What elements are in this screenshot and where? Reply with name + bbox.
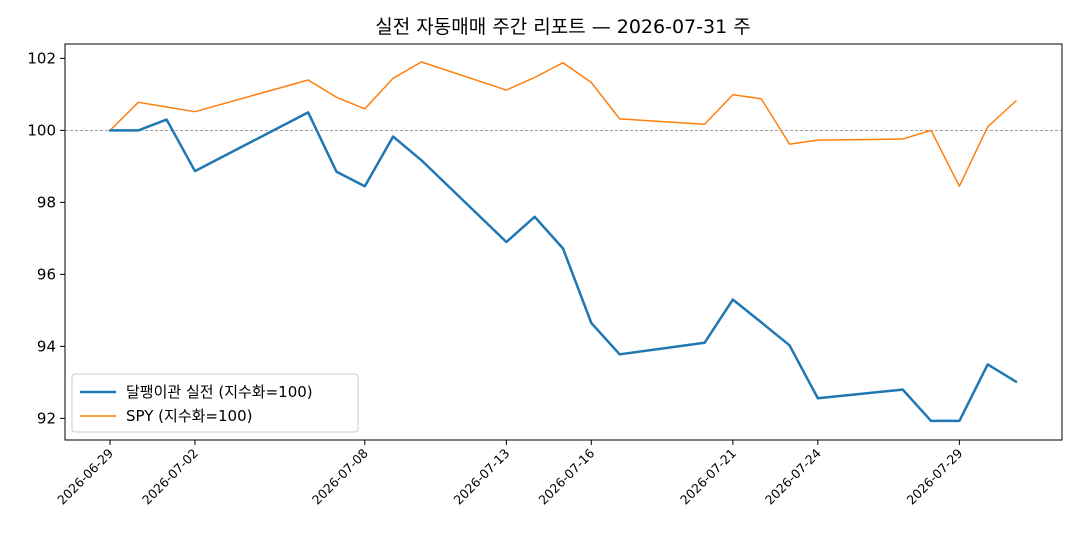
x-tick-label: 2026-07-02	[139, 446, 201, 508]
chart-title: 실전 자동매매 주간 리포트 — 2026-07-31 주	[375, 16, 750, 38]
x-tick-label: 2026-07-16	[535, 445, 597, 507]
legend: 달팽이관 실전 (지수화=100) SPY (지수화=100)	[71, 373, 359, 433]
y-tick-label: 92	[37, 409, 56, 427]
y-tick-label: 98	[37, 193, 56, 211]
x-tick-label: 2026-07-21	[677, 446, 739, 508]
x-tick-label: 2026-07-29	[904, 445, 966, 507]
y-tick-label: 94	[37, 337, 56, 355]
series-line-1	[108, 111, 1018, 423]
y-tick-label: 100	[27, 121, 56, 139]
x-tick-label: 2026-07-08	[309, 445, 371, 507]
x-axis: 2026-06-29 2026-07-02 2026-07-08 2026-07-13…	[54, 440, 966, 508]
legend-label-series-1: 달팽이관 실전 (지수화=100)	[126, 383, 313, 401]
x-tick-label: 2026-06-29	[54, 445, 116, 507]
y-axis: 92 94 96 98 100 102	[27, 49, 65, 427]
legend-box	[71, 373, 359, 433]
legend-label-series-2: SPY (지수화=100)	[126, 407, 252, 425]
x-tick-label: 2026-07-13	[451, 446, 513, 508]
y-tick-label: 102	[27, 49, 56, 67]
series-line-2	[109, 61, 1017, 187]
x-tick-label: 2026-07-24	[762, 445, 824, 507]
series-layer	[108, 61, 1018, 423]
y-tick-label: 96	[37, 265, 56, 283]
